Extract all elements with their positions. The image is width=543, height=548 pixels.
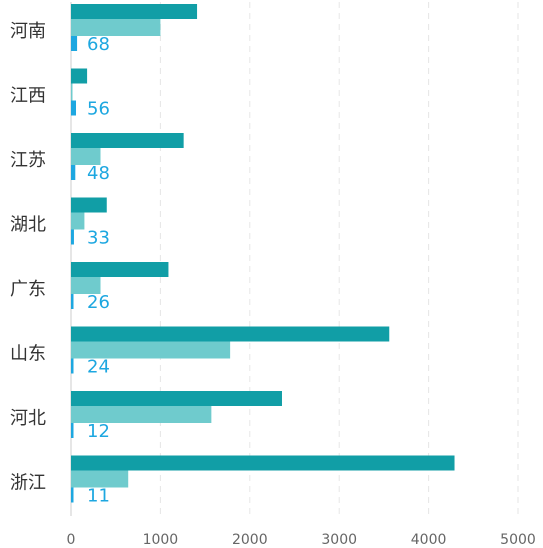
bar-series-2 [71,19,161,36]
bar-series-1 [71,326,390,342]
bar-series-3 [71,423,74,438]
data-label: 68 [87,34,110,55]
category-label: 湖北 [10,214,46,235]
x-axis-ticks: 0 1000 2000 3000 4000 5000 [67,532,536,548]
data-labels: 68 56 48 33 26 24 12 11 [87,34,110,507]
x-tick-label: 5000 [500,532,536,548]
bar-series-3 [71,36,78,51]
bar-series-2 [71,277,101,294]
data-label: 24 [87,357,110,378]
bar-series-2 [71,212,85,230]
bar-series-1 [71,455,455,471]
bar-series-2 [71,341,231,359]
x-tick-label: 2000 [232,532,268,548]
bar-series-1 [71,68,88,84]
category-label: 广东 [10,279,46,300]
bar-series-3 [71,229,74,245]
data-label: 11 [87,486,110,507]
bar-series-1 [71,197,107,213]
bar-series-3 [71,165,76,180]
bar-series-1 [71,262,169,277]
data-label: 56 [87,99,110,120]
bar-series-1 [71,4,198,19]
category-label: 河南 [10,21,46,42]
bar-series-2 [71,406,212,423]
grid-lines [70,2,519,516]
bar-series-3 [71,100,77,116]
category-label: 河北 [10,408,46,429]
data-label: 33 [87,228,110,249]
bar-series-2 [71,148,101,165]
bars [71,4,455,503]
x-tick-label: 0 [67,532,76,548]
bar-series-3 [71,358,74,374]
bar-series-2 [71,83,73,101]
x-tick-label: 4000 [411,532,447,548]
category-label: 江西 [10,85,46,106]
data-label: 12 [87,421,110,442]
x-tick-label: 3000 [321,532,357,548]
data-label: 48 [87,163,110,184]
bar-series-2 [71,470,129,488]
x-tick-label: 1000 [143,532,179,548]
category-label: 浙江 [10,472,46,493]
bar-series-1 [71,391,282,406]
category-label: 江苏 [10,150,46,171]
bar-series-1 [71,133,184,148]
bar-series-3 [71,487,74,503]
data-label: 26 [87,292,110,313]
category-label: 山东 [10,343,46,364]
bar-series-3 [71,294,74,309]
